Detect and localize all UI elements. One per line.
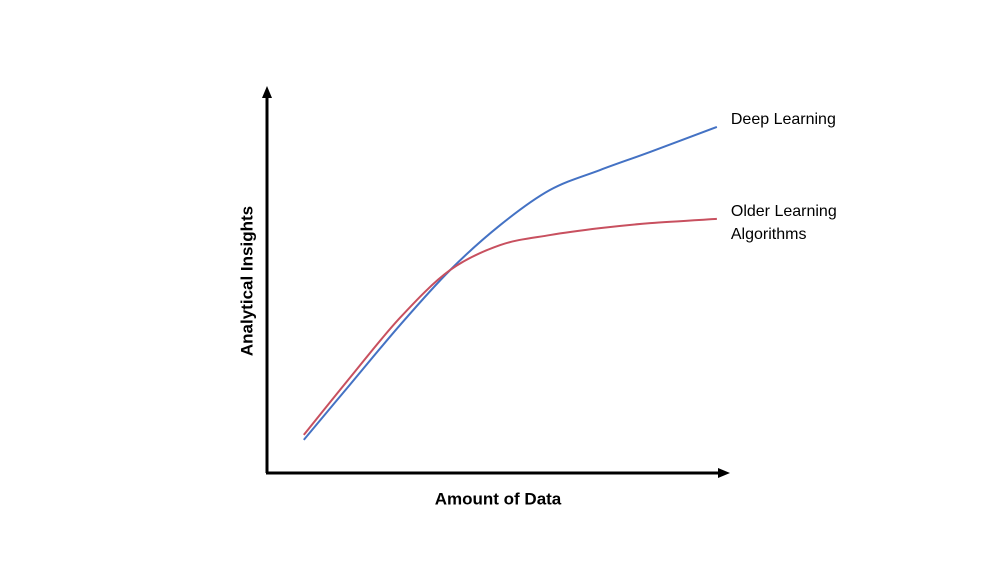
- x-axis-arrow: [718, 468, 730, 478]
- y-axis-arrow: [262, 86, 272, 98]
- series-line: [303, 217, 717, 436]
- series-label: Deep Learning: [730, 110, 836, 128]
- series-line: [303, 125, 718, 441]
- y-axis-title: Analytical Insights: [237, 206, 256, 356]
- series-label: Older Learning Algorithms: [730, 202, 837, 243]
- x-axis-title: Amount of Data: [435, 489, 562, 508]
